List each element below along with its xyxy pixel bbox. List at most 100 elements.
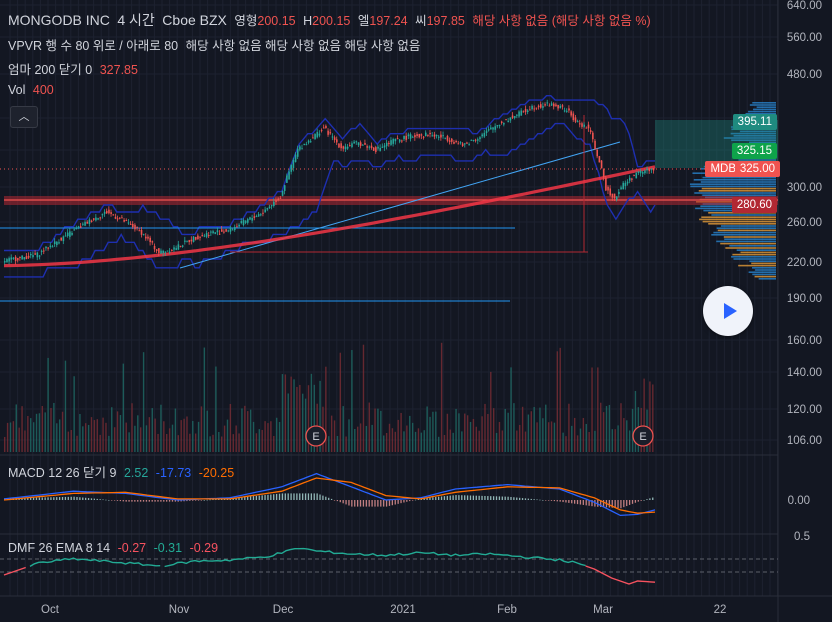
macd-histogram-bar bbox=[322, 495, 324, 500]
macd-histogram-bar bbox=[536, 499, 538, 501]
volume-profile-bar bbox=[717, 229, 776, 232]
candle-body bbox=[483, 132, 486, 137]
macd-histogram-bar bbox=[417, 499, 420, 500]
macd-histogram-bar bbox=[562, 500, 564, 503]
macd-histogram-bar bbox=[411, 500, 414, 501]
volume-bar bbox=[247, 411, 249, 452]
volume-bar bbox=[579, 428, 582, 452]
volume-bar bbox=[206, 410, 208, 452]
dmf-legend[interactable]: DMF 26 EMA 8 14 -0.27 -0.31 -0.29 bbox=[8, 541, 222, 555]
candle-body bbox=[607, 186, 609, 191]
replay-play-button[interactable] bbox=[703, 286, 753, 336]
candle-body bbox=[635, 173, 638, 179]
macd-histogram-bar bbox=[328, 497, 330, 500]
volume-bar bbox=[287, 393, 289, 452]
candle-body bbox=[401, 140, 403, 142]
volume-bar bbox=[547, 422, 550, 452]
volume-bar bbox=[304, 398, 307, 452]
macd-histogram-bar bbox=[498, 496, 501, 500]
chevron-up-icon: ︿ bbox=[18, 111, 30, 123]
macd-histogram-bar bbox=[380, 500, 382, 507]
play-icon bbox=[724, 303, 737, 319]
candle-body bbox=[221, 229, 223, 232]
macd-histogram-bar bbox=[342, 500, 344, 504]
macd-histogram-bar bbox=[623, 500, 625, 508]
candle-body bbox=[633, 175, 635, 177]
macd-histogram-bar bbox=[160, 500, 162, 502]
candle-body bbox=[134, 224, 136, 230]
macd-histogram-bar bbox=[524, 498, 527, 500]
symbol-legend: MONGODB INC 4 시간 Cboe BZX 영형200.15 H200.… bbox=[8, 10, 655, 30]
candle-body bbox=[47, 247, 49, 249]
dmf-label: DMF 26 EMA 8 14 bbox=[8, 541, 111, 555]
volume-profile-bar bbox=[689, 183, 776, 185]
candle-body bbox=[383, 145, 386, 148]
volume-profile-bar bbox=[731, 139, 776, 141]
volume-profile-bar bbox=[708, 223, 776, 225]
volume-bar bbox=[585, 423, 587, 452]
candle-body bbox=[535, 107, 538, 109]
macd-histogram-bar bbox=[533, 499, 535, 500]
earnings-marker[interactable] bbox=[632, 425, 654, 447]
candle-body bbox=[572, 113, 575, 120]
candle-body bbox=[255, 216, 258, 218]
candle-body bbox=[451, 138, 453, 142]
macd-histogram-bar bbox=[495, 496, 498, 500]
macd-histogram-bar bbox=[472, 495, 475, 500]
macd-label: MACD 12 26 닫기 9 bbox=[8, 466, 117, 480]
volume-bar bbox=[113, 427, 116, 452]
volume-bar bbox=[116, 411, 119, 452]
candle-body bbox=[388, 143, 390, 145]
candle-body bbox=[628, 177, 631, 181]
candle-body bbox=[260, 214, 262, 216]
macd-histogram-bar bbox=[168, 500, 171, 502]
candle-body bbox=[379, 147, 382, 151]
candle-body bbox=[275, 199, 277, 202]
candle-body bbox=[589, 130, 592, 133]
candle-body bbox=[21, 255, 23, 260]
candle-body bbox=[116, 218, 119, 220]
candle-body bbox=[123, 220, 125, 222]
macd-legend[interactable]: MACD 12 26 닫기 9 2.52 -17.73 -20.25 bbox=[8, 462, 238, 481]
macd-histogram-bar bbox=[576, 500, 579, 505]
volume-bar bbox=[617, 425, 619, 452]
candle-body bbox=[336, 139, 338, 143]
candle-body bbox=[351, 143, 353, 148]
volume-bar bbox=[24, 430, 26, 452]
earnings-marker[interactable] bbox=[305, 425, 327, 447]
collapse-legend-button[interactable]: ︿ bbox=[10, 106, 38, 128]
candle-body bbox=[132, 223, 134, 228]
ema-legend[interactable]: 엄마 200 닫기 0 327.85 bbox=[8, 59, 142, 78]
volume-bar bbox=[562, 432, 564, 452]
macd-histogram-bar bbox=[44, 497, 46, 500]
macd-histogram-bar bbox=[634, 500, 637, 503]
candle-body bbox=[242, 219, 245, 226]
candle-body bbox=[320, 130, 323, 132]
candle-body bbox=[257, 214, 260, 217]
candle-body bbox=[650, 168, 653, 170]
volume-legend[interactable]: Vol 400 bbox=[8, 83, 58, 97]
vpvr-legend[interactable]: VPVR 행 수 80 위로 / 아래로 80 해당 사항 없음 해당 사항 없… bbox=[8, 35, 424, 54]
candle-body bbox=[203, 235, 206, 237]
macd-histogram-bar bbox=[32, 497, 35, 500]
candle-body bbox=[14, 256, 17, 262]
macd-histogram-bar bbox=[119, 500, 122, 502]
macd-histogram-bar bbox=[310, 493, 312, 500]
macd-histogram-bar bbox=[87, 498, 90, 500]
macd-histogram-bar bbox=[652, 497, 654, 500]
candle-body bbox=[227, 230, 230, 232]
volume-profile-bar bbox=[698, 190, 776, 192]
macd-histogram-bar bbox=[244, 496, 246, 500]
macd-histogram-bar bbox=[90, 498, 93, 500]
diagonal-trend-line[interactable] bbox=[179, 141, 621, 269]
candle-body bbox=[559, 105, 562, 108]
volume-bar bbox=[90, 417, 93, 452]
candle-body bbox=[17, 257, 19, 261]
macd-histogram-bar bbox=[585, 500, 587, 506]
macd-histogram-bar bbox=[197, 500, 200, 501]
candle-body bbox=[470, 139, 473, 141]
volume-profile-bar bbox=[694, 192, 776, 194]
candle-body bbox=[149, 237, 151, 243]
candle-body bbox=[618, 191, 620, 195]
candle-body bbox=[490, 127, 492, 130]
